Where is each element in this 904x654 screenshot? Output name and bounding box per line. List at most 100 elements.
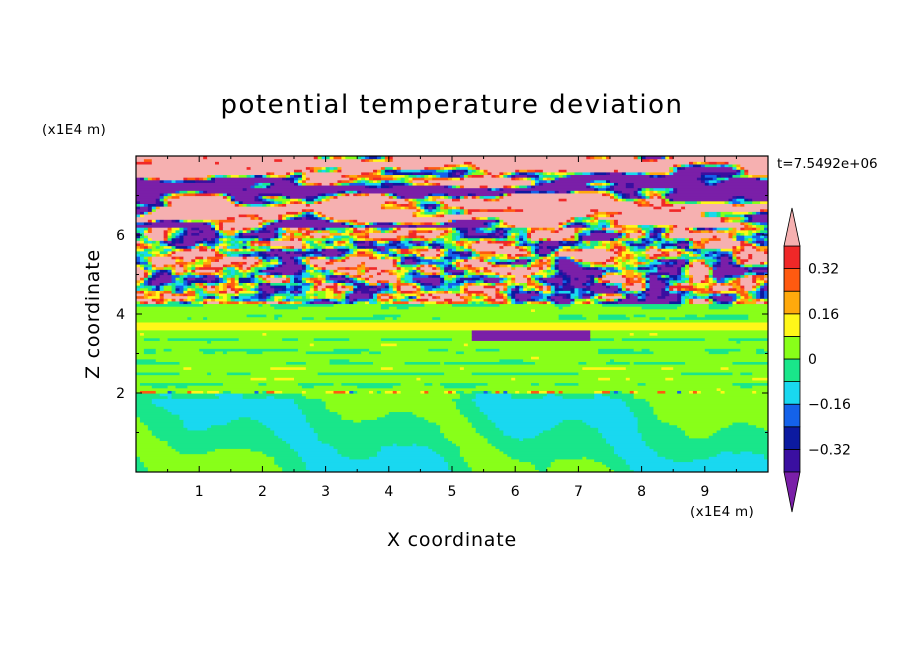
heatmap-cell	[649, 158, 655, 162]
heatmap-cell	[736, 295, 741, 299]
heatmap-cell	[155, 253, 161, 257]
heatmap-cell	[136, 395, 169, 399]
heatmap-cell	[143, 245, 149, 249]
heatmap-cell	[633, 269, 639, 273]
heatmap-cell	[613, 213, 702, 218]
heatmap-cell	[143, 464, 279, 468]
heatmap-cell	[380, 303, 425, 307]
heatmap-cell	[136, 377, 252, 381]
heatmap-cell	[689, 300, 694, 305]
heatmap-cell	[645, 195, 651, 199]
heatmap-cell	[250, 235, 260, 239]
heatmap-cell	[270, 237, 275, 241]
heatmap-cell	[313, 285, 319, 289]
heatmap-cell	[282, 337, 299, 341]
heatmap-cell	[594, 395, 611, 399]
heatmap-cell	[234, 242, 240, 247]
heatmap-cell	[155, 177, 161, 181]
heatmap-cell	[665, 156, 670, 160]
heatmap-cell	[452, 277, 457, 281]
heatmap-cell	[404, 295, 410, 299]
heatmap-cell	[562, 419, 583, 423]
heatmap-cell	[262, 256, 267, 260]
heatmap-cell	[610, 395, 635, 399]
heatmap-cell	[613, 266, 619, 270]
heatmap-cell	[369, 248, 374, 252]
heatmap-cell	[207, 258, 212, 262]
heatmap-cell	[629, 295, 639, 299]
heatmap-cell	[416, 279, 421, 283]
heatmap-cell	[463, 269, 469, 273]
heatmap-cell	[436, 450, 461, 455]
heatmap-cell	[645, 282, 651, 286]
heatmap-cell	[455, 292, 461, 297]
heatmap-cell	[400, 240, 410, 244]
heatmap-cell	[392, 385, 445, 389]
heatmap-cell	[388, 295, 394, 299]
heatmap-cell	[452, 208, 461, 212]
heatmap-cell	[151, 266, 157, 270]
heatmap-cell	[740, 256, 749, 260]
heatmap-cell	[136, 187, 244, 191]
heatmap-cell	[136, 427, 149, 431]
heatmap-cell	[546, 177, 552, 181]
heatmap-cell	[400, 285, 414, 289]
heatmap-cell	[613, 469, 635, 472]
heatmap-cell	[625, 235, 631, 239]
heatmap-cell	[594, 292, 599, 297]
heatmap-cell	[598, 190, 607, 194]
heatmap-cell	[538, 282, 544, 286]
heatmap-cell	[179, 237, 184, 241]
heatmap-cell	[282, 258, 295, 262]
heatmap-cell	[519, 235, 524, 239]
heatmap-cell	[515, 208, 524, 212]
heatmap-cell	[444, 213, 587, 218]
heatmap-cell	[519, 458, 556, 463]
heatmap-cell	[337, 248, 350, 252]
heatmap-cell	[590, 156, 595, 160]
heatmap-cell	[337, 274, 342, 278]
heatmap-cell	[538, 177, 544, 181]
heatmap-cell	[744, 200, 753, 204]
heatmap-cell	[708, 279, 714, 283]
heatmap-cell	[365, 250, 374, 255]
heatmap-cell	[412, 253, 418, 257]
heatmap-cell	[274, 232, 279, 236]
heatmap-cell	[187, 285, 196, 289]
heatmap-cell	[649, 445, 768, 449]
heatmap-cell	[491, 229, 497, 233]
heatmap-cell	[550, 179, 556, 183]
heatmap-cell	[566, 256, 572, 260]
heatmap-cell	[278, 195, 283, 199]
heatmap-cell	[448, 464, 469, 468]
heatmap-cell	[329, 358, 350, 362]
heatmap-cell	[222, 285, 228, 289]
heatmap-cell	[305, 292, 315, 297]
heatmap-cell	[242, 263, 252, 268]
heatmap-cell	[309, 469, 453, 472]
heatmap-cell	[633, 198, 639, 202]
heatmap-cell	[467, 240, 473, 244]
heatmap-cell	[578, 382, 639, 386]
heatmap-cell	[669, 277, 674, 281]
heatmap-cell	[538, 292, 544, 297]
heatmap-cell	[538, 290, 544, 294]
heatmap-cell	[353, 179, 358, 183]
heatmap-cell	[732, 285, 741, 289]
heatmap-cell	[542, 227, 548, 231]
heatmap-cell	[625, 279, 631, 283]
heatmap-cell	[558, 271, 564, 276]
heatmap-cell	[542, 290, 552, 294]
heatmap-cell	[538, 298, 544, 302]
heatmap-cell	[760, 208, 765, 212]
heatmap-cell	[365, 277, 370, 281]
heatmap-cell	[570, 303, 603, 307]
heatmap-cell	[732, 174, 741, 178]
heatmap-cell	[613, 261, 619, 265]
heatmap-cell	[136, 179, 161, 183]
heatmap-cell	[459, 295, 465, 299]
heatmap-cell	[234, 227, 244, 231]
heatmap-cell	[266, 203, 271, 207]
heatmap-cell	[613, 198, 619, 202]
heatmap-cell	[712, 298, 718, 302]
